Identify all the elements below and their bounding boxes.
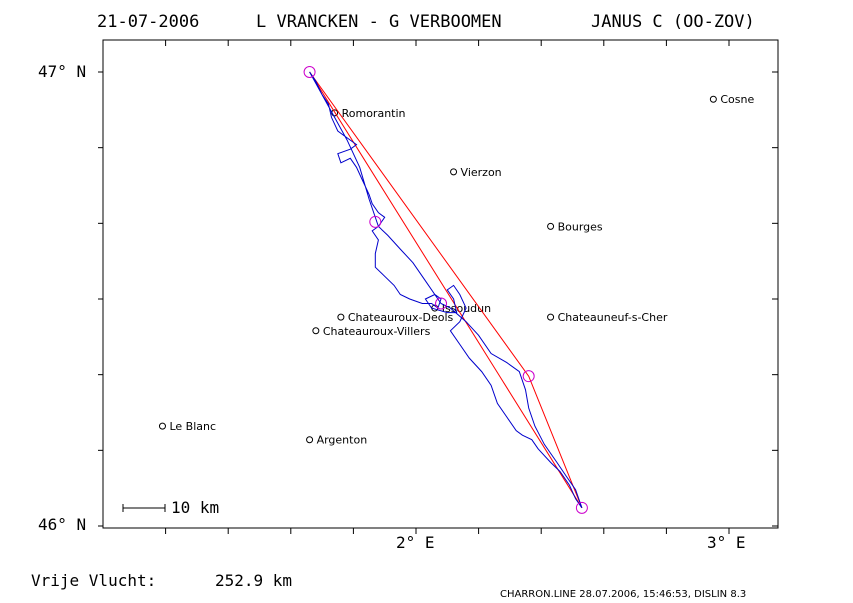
axis-ticks — [98, 40, 778, 534]
lat-label-bottom: 46° N — [38, 515, 86, 534]
town-marker — [158, 422, 166, 430]
pilot-names: L VRANCKEN - G VERBOOMEN — [256, 12, 502, 32]
task-leg — [309, 71, 583, 508]
town-label: Chateauneuf-s-Cher — [558, 311, 668, 324]
town-marker — [547, 222, 555, 230]
town-marker — [709, 95, 717, 103]
scale-bar: 10 km — [122, 498, 219, 517]
town-marker — [312, 327, 320, 335]
flight-date: 21-07-2006 — [97, 12, 199, 32]
turnpoint-marker — [522, 370, 535, 383]
map-frame — [102, 39, 779, 529]
lon-label-2: 2° E — [396, 533, 435, 552]
town-label: Argenton — [317, 434, 368, 447]
lon-label-3: 3° E — [707, 533, 746, 552]
town-label: Cosne — [720, 93, 754, 106]
flight-label: Vrije Vlucht: — [31, 571, 156, 590]
task-layer — [309, 71, 583, 509]
town-marker — [547, 313, 555, 321]
flight-distance: 252.9 km — [215, 571, 292, 590]
scale-bar-label: 10 km — [171, 498, 219, 517]
town-marker — [337, 313, 345, 321]
turnpoint-marker — [435, 297, 448, 310]
turnpoint-marker — [575, 501, 588, 514]
town-label: Chateauroux-Deols — [348, 311, 454, 324]
town-label: Le Blanc — [169, 420, 216, 433]
turnpoints-layer — [303, 66, 588, 514]
turnpoint-marker — [369, 215, 382, 228]
turnpoint-marker — [303, 66, 316, 78]
flight-track — [309, 71, 583, 509]
town-marker — [306, 436, 314, 444]
town-marker — [450, 168, 458, 176]
town-label: Chateauroux-Villers — [323, 325, 431, 338]
lat-label-top: 47° N — [38, 62, 86, 81]
task-leg — [309, 71, 583, 509]
software-info: CHARRON.LINE 28.07.2006, 15:46:53, DISLI… — [500, 589, 746, 600]
towns-layer: RomorantinVierzonCosneBourgesIssoudunCha… — [158, 93, 754, 447]
town-label: Bourges — [558, 220, 603, 233]
town-label: Vierzon — [461, 166, 502, 179]
glider-name: JANUS C (OO-ZOV) — [591, 12, 755, 32]
town-label: Romorantin — [342, 107, 406, 120]
